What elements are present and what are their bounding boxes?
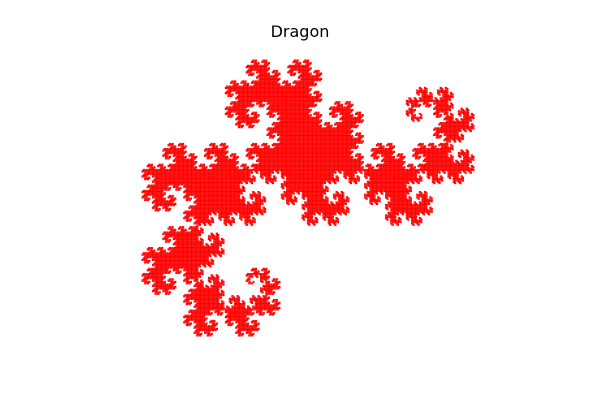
figure-title: Dragon <box>270 22 330 41</box>
dragon-curve <box>141 59 475 337</box>
